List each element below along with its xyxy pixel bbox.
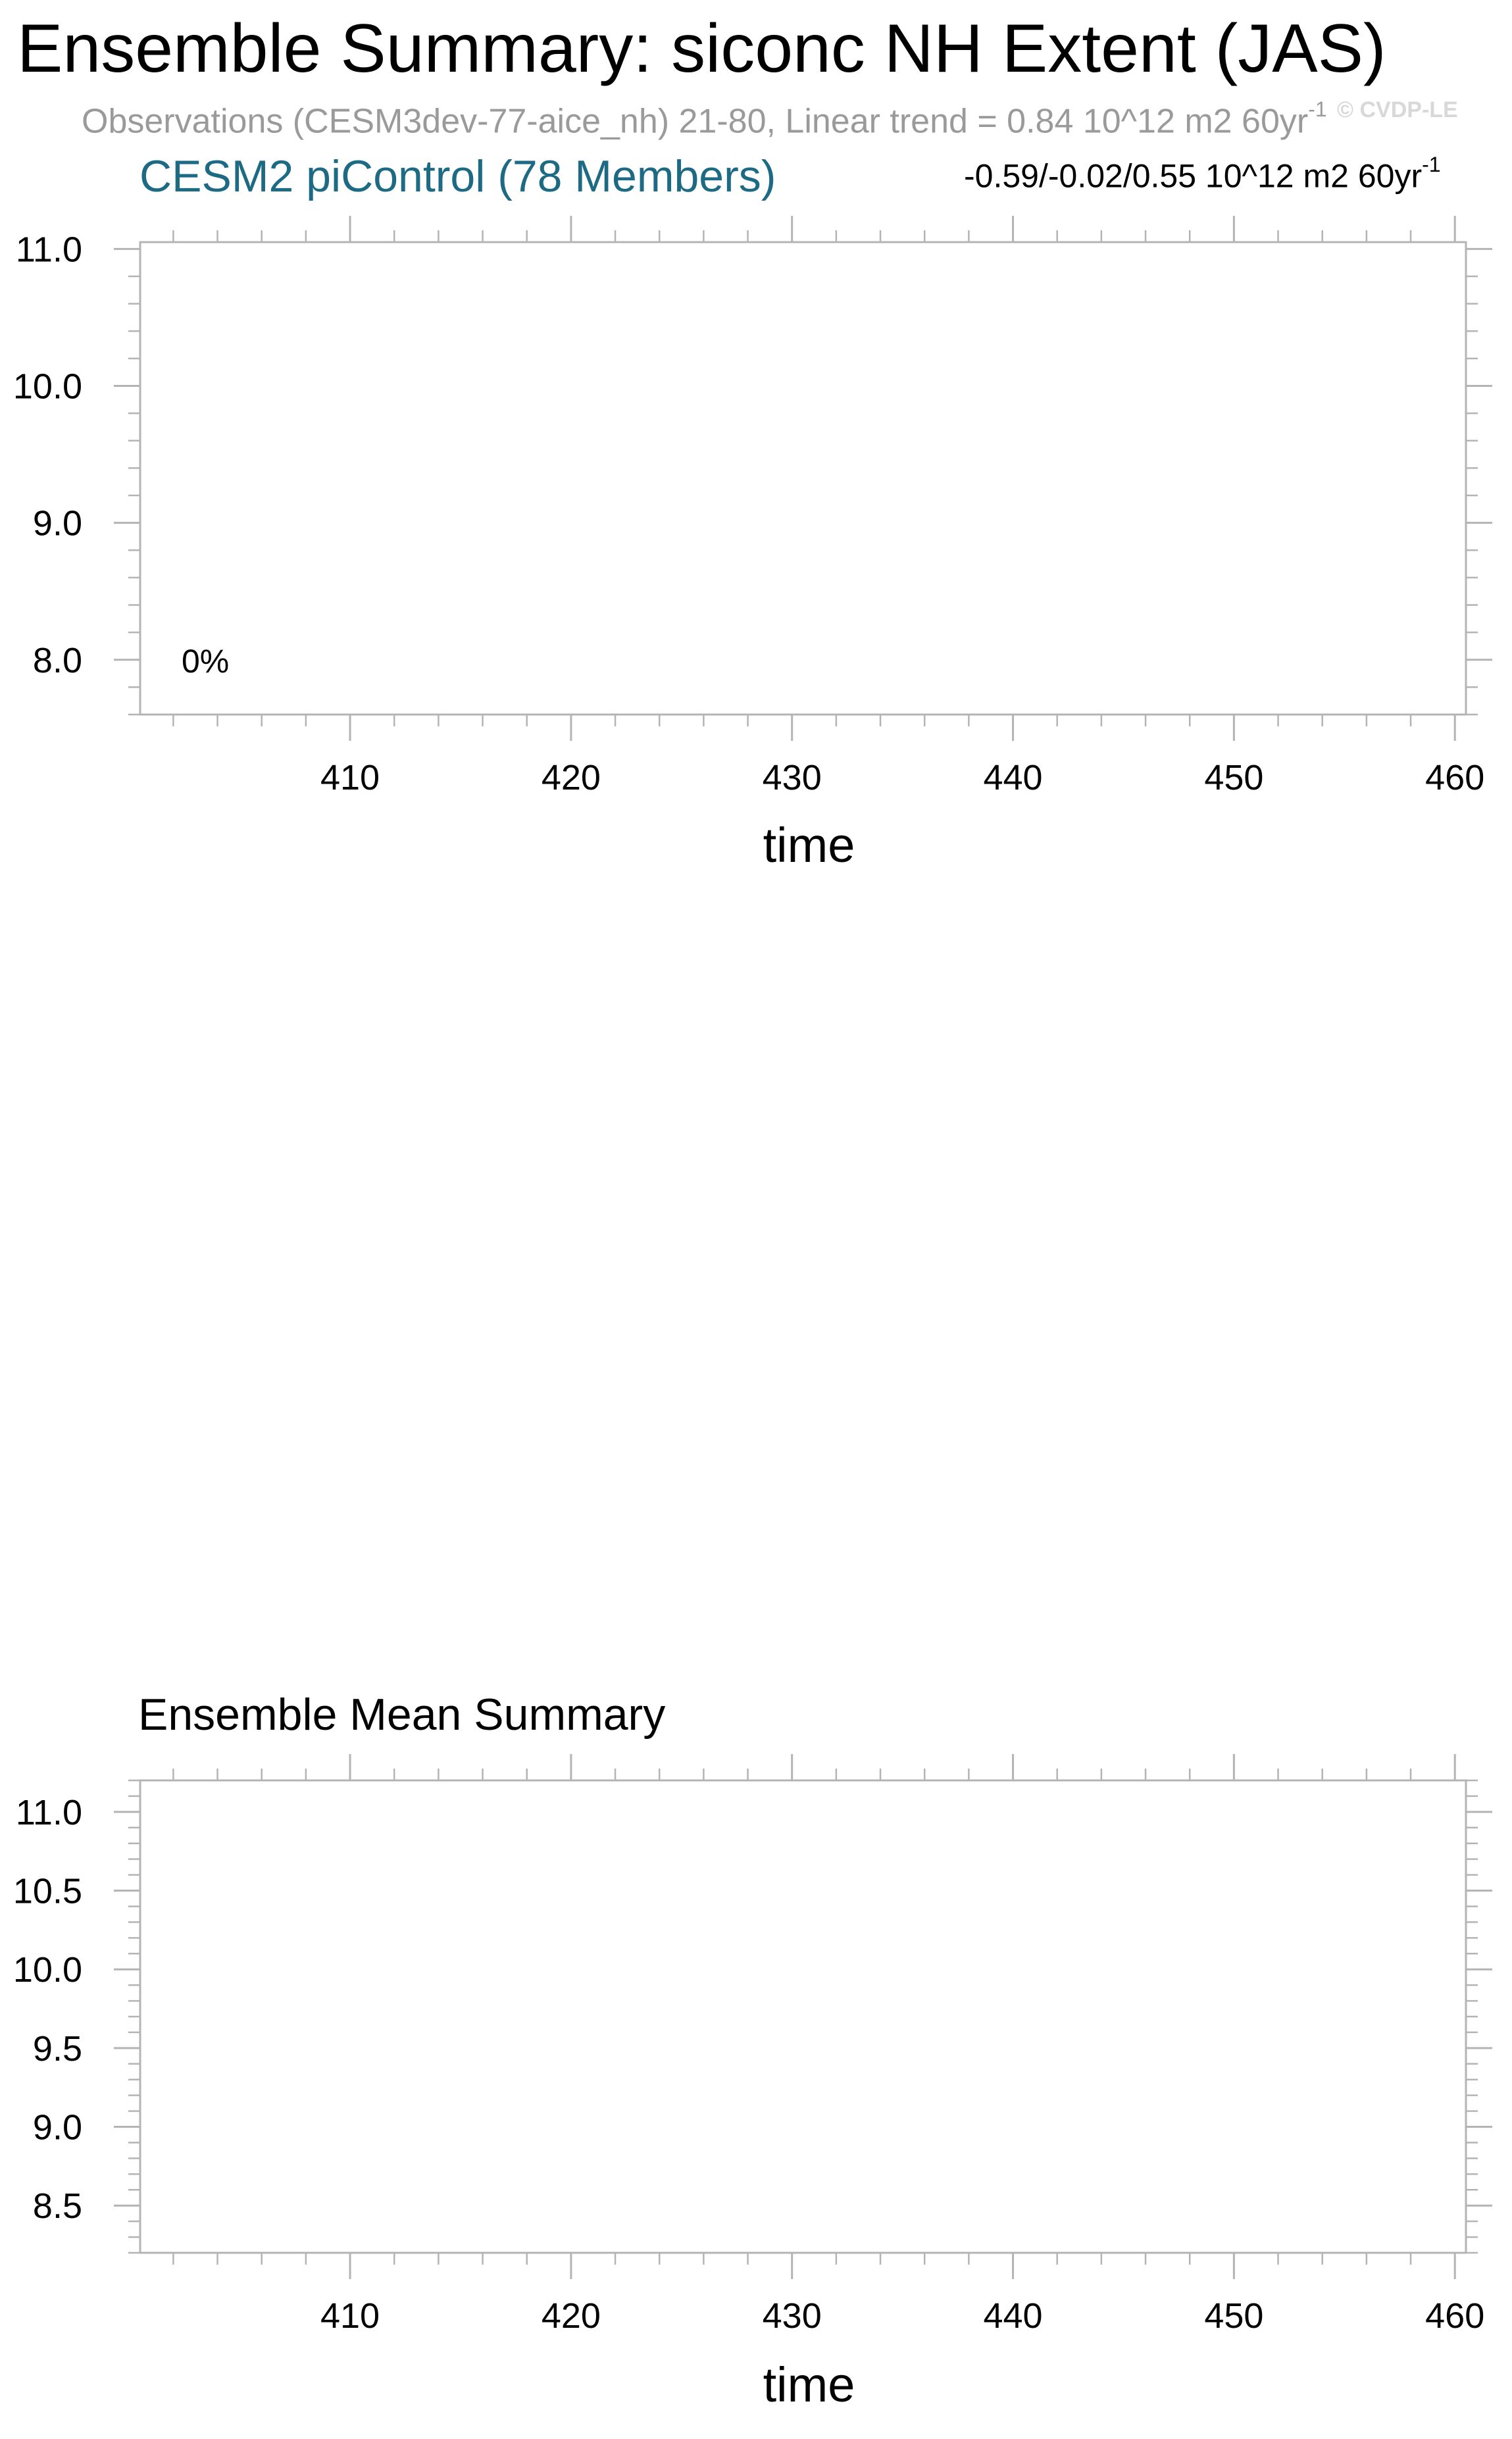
panel2-y-tick-label: 8.5: [33, 2186, 82, 2226]
range-text: -0.59/-0.02/0.55 10^12 m2 60yr: [964, 157, 1423, 195]
panel2-y-tick-label: 11.0: [16, 1793, 82, 1832]
watermark-logo: © CVDP-LE: [1337, 97, 1458, 122]
panel1-x-tick-label: 430: [763, 758, 822, 797]
range-superscript: -1: [1422, 153, 1441, 176]
page-title: Ensemble Summary: siconc NH Extent (JAS): [17, 11, 1386, 87]
panel1-range-annotation: -0.59/-0.02/0.55 10^12 m2 60yr-1: [964, 154, 1441, 195]
observations-subtitle: Observations (CESM3dev-77-aice_nh) 21-80…: [82, 99, 1327, 141]
panel2-y-tick-label: 10.0: [13, 1950, 82, 1990]
panel2-x-axis-title: time: [763, 2357, 855, 2412]
panel1-x-tick-label: 450: [1204, 758, 1263, 797]
panel1-x-tick-label: 420: [542, 758, 601, 797]
panel2-x-tick-label: 460: [1425, 2296, 1484, 2336]
panel1-y-tick-label: 10.0: [13, 367, 82, 407]
panel2-y-tick-label: 10.5: [13, 1872, 82, 1911]
panel1-title: CESM2 piControl (78 Members): [139, 151, 776, 201]
panel1-y-tick-label: 9.0: [33, 504, 82, 543]
panel1-x-axis-title: time: [763, 818, 855, 872]
panel1-frame: [139, 241, 1467, 716]
panel1-x-tick-label: 410: [320, 758, 380, 797]
observations-text: Observations (CESM3dev-77-aice_nh) 21-80…: [82, 102, 1309, 141]
observations-superscript: -1: [1308, 97, 1327, 121]
panel2-y-tick-label: 9.0: [33, 2108, 82, 2148]
panel1-x-tick-label: 460: [1425, 758, 1484, 797]
panel2-x-tick-label: 450: [1204, 2296, 1263, 2336]
panel2-title: Ensemble Mean Summary: [138, 1690, 666, 1740]
panel2-x-tick-label: 420: [542, 2296, 601, 2336]
panel1-y-tick-label: 8.0: [33, 641, 82, 680]
panel1-y-tick-label: 11.0: [16, 230, 82, 269]
panel2-x-tick-label: 440: [983, 2296, 1042, 2336]
panel2-x-tick-label: 430: [763, 2296, 822, 2336]
panel2-y-tick-label: 9.5: [33, 2029, 82, 2069]
panel2-x-tick-label: 410: [320, 2296, 380, 2336]
panel2-frame: [139, 1779, 1467, 2254]
panel1-inset-label: 0%: [182, 643, 229, 680]
panel1-x-tick-label: 440: [983, 758, 1042, 797]
